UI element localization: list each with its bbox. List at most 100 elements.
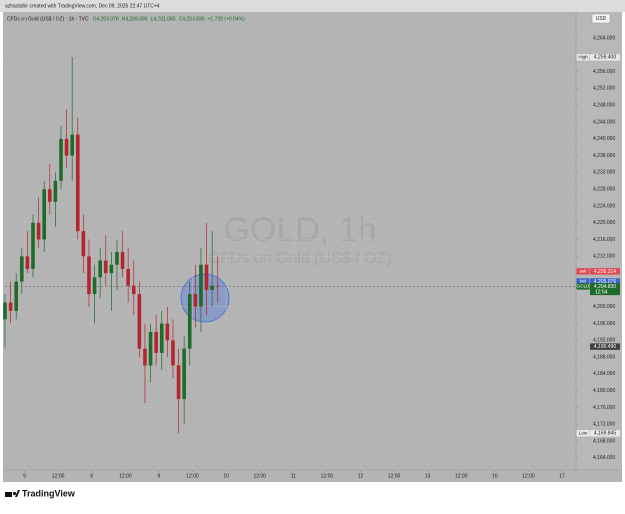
price-tag-name: ask [579, 269, 587, 274]
y-tick-label: 4,220.000 [593, 220, 615, 226]
x-tick-label: 6 [90, 473, 93, 479]
y-tick-label: 4,244.000 [593, 119, 615, 125]
candle-body [70, 134, 74, 156]
candle-body [87, 256, 91, 295]
candle-body [120, 252, 125, 269]
candle-body [14, 281, 18, 311]
candle-body [199, 264, 203, 307]
candle-body [204, 264, 209, 290]
y-tick-label: 4,192.000 [593, 338, 615, 344]
credit: azhastahir created with TradingView.com,… [5, 3, 160, 9]
price-tag-name-bg [576, 430, 590, 437]
candle-body [3, 302, 7, 320]
x-tick-label: 12:00 [119, 473, 132, 479]
candle-body [109, 264, 114, 274]
y-tick-label: 4,164.000 [593, 455, 615, 461]
y-tick-label: 4,264.000 [593, 35, 615, 41]
brand-logo [5, 490, 20, 497]
candle-body [92, 277, 97, 295]
y-tick-label: 4,228.000 [593, 186, 615, 192]
x-tick-label: 12:00 [52, 473, 65, 479]
x-tick-label: 17 [559, 473, 565, 479]
candle-body [176, 365, 181, 400]
candle-body [64, 138, 69, 156]
logo-mark [5, 492, 12, 497]
candle-body [215, 285, 220, 287]
y-tick-label: 4,232.000 [593, 170, 615, 176]
price-tag-value: 4,190.490 [594, 344, 616, 350]
price-tag-bg [590, 430, 620, 437]
y-tick-label: 4,184.000 [593, 371, 615, 377]
price-tag-time: 12:54 [595, 289, 608, 295]
y-tick-label: 4,172.000 [593, 422, 615, 428]
currency-box[interactable] [591, 13, 611, 24]
x-tick-label: 11 [291, 473, 296, 479]
candle-body [75, 134, 80, 232]
currency[interactable]: USD [596, 16, 607, 22]
ohlc-value: C4,204.830 [179, 16, 205, 22]
price-tag-value: 4,169.845 [594, 431, 616, 437]
price-tag-name-bg [576, 268, 590, 275]
candle-body [103, 260, 108, 274]
candle-body [59, 138, 63, 181]
y-tick-label: 4,200.000 [593, 304, 615, 310]
price-tag-bg [590, 268, 620, 275]
candle-body [171, 340, 175, 366]
y-tick-label: 4,240.000 [593, 136, 615, 142]
brand: TradingView [22, 488, 76, 498]
candle-body [53, 180, 58, 202]
candle-body [143, 348, 147, 366]
candle-body [31, 222, 35, 269]
x-tick-label: 10 [223, 473, 229, 479]
y-tick-label: 4,168.000 [593, 438, 615, 444]
y-tick-label: 4,196.000 [593, 321, 615, 327]
credit-bar [0, 0, 625, 12]
watermark-subtitle: CFDs on Gold (US$ / OZ) [208, 250, 391, 267]
price-tag-bg [590, 54, 620, 61]
y-tick-label: 4,224.000 [593, 203, 615, 209]
candle-body [210, 285, 214, 290]
price-tag-value: 4,205.076 [594, 279, 616, 285]
candle-body [25, 256, 30, 269]
y-tick-label: 4,248.000 [593, 103, 615, 109]
price-tag-name: Low [579, 430, 588, 435]
price-tag-name: bid [580, 279, 587, 284]
candle-body [42, 189, 46, 240]
symbol-line: CFDs on Gold (US$ / OZ) · 1h · TVC [7, 16, 89, 22]
candle-body [193, 294, 198, 307]
x-tick-label: 12:00 [455, 473, 468, 479]
x-tick-label: 12:00 [321, 473, 334, 479]
y-tick-label: 4,256.000 [593, 69, 615, 75]
candle-body [19, 256, 24, 282]
candle-body [81, 231, 86, 257]
y-tick-label: 4,188.000 [593, 354, 615, 360]
price-tag-name-bg [576, 278, 590, 285]
price-tag-value: 4,205.314 [594, 269, 616, 275]
candle-body [98, 260, 102, 278]
ohlc-value: L4,201.085 [151, 16, 176, 22]
x-tick-label: 13 [425, 473, 431, 479]
price-tag-bg [590, 343, 620, 350]
price-tag-value: 4,259.400 [594, 55, 616, 61]
y-tick-label: 4,236.000 [593, 153, 615, 159]
candle-body [165, 323, 170, 341]
x-tick-label: 9 [158, 473, 161, 479]
x-tick-label: 12:00 [186, 473, 199, 479]
candle-body [131, 285, 136, 295]
price-tag-bg [590, 278, 620, 285]
y-tick-label: 4,216.000 [593, 237, 615, 243]
x-tick-label: 12:00 [253, 473, 266, 479]
price-tag-value: 4,204.830 [594, 284, 616, 290]
watermark-title: GOLD, 1h [223, 211, 376, 249]
candle-body [137, 294, 142, 349]
x-tick-label: 5 [23, 473, 26, 479]
y-tick-label: 4,252.000 [593, 86, 615, 92]
x-tick-label: 12:00 [522, 473, 535, 479]
ohlc-value: O4,203.076 [93, 16, 119, 22]
y-tick-label: 4,176.000 [593, 405, 615, 411]
price-tag-name-bg [576, 54, 590, 61]
candle-body [187, 294, 192, 349]
candle-body [159, 323, 164, 353]
